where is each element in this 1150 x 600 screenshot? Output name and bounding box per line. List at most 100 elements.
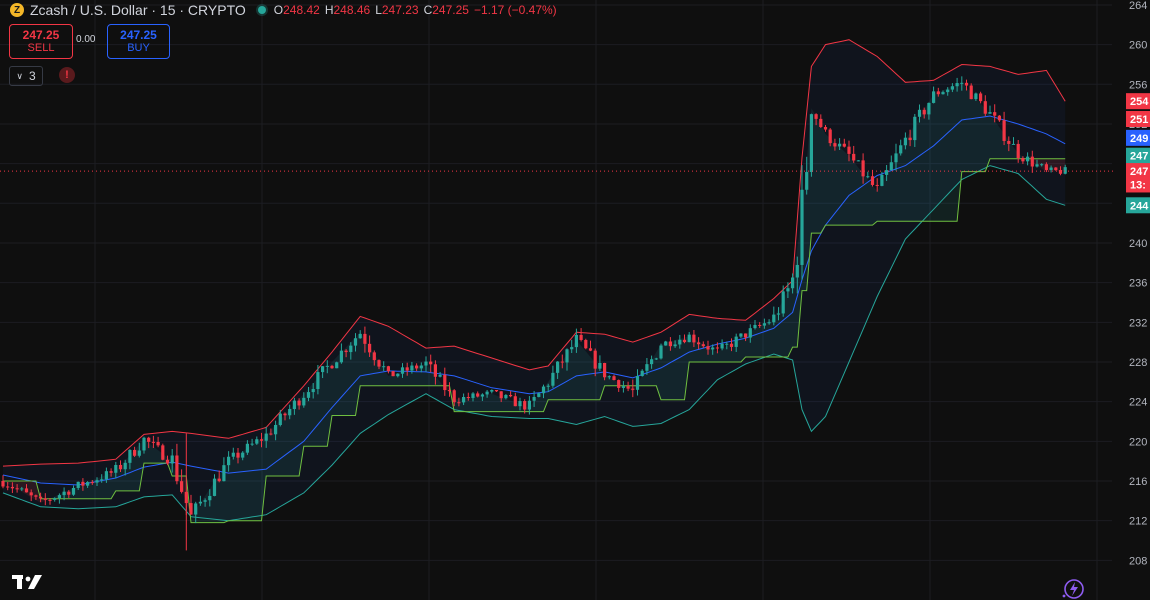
price-axis-tag-label: 249 [1130, 133, 1148, 145]
candle [76, 481, 80, 491]
candle [283, 412, 287, 421]
candle [565, 348, 569, 371]
buy-button[interactable]: 247.25 BUY [107, 24, 170, 59]
candle [645, 358, 649, 375]
candle [128, 449, 132, 470]
y-tick-label: 228 [1129, 357, 1147, 369]
candle [870, 169, 875, 187]
candle [1040, 163, 1044, 167]
candle [640, 369, 644, 377]
price-axis-tag-label: 13: [1130, 179, 1146, 191]
candle [551, 365, 555, 388]
sell-label: SELL [27, 41, 55, 54]
candle [682, 334, 687, 344]
indicators-toggle-button[interactable]: ∨ 3 [9, 66, 43, 86]
candle [86, 481, 90, 488]
candle [527, 396, 531, 415]
candle [744, 333, 748, 342]
candle [39, 492, 43, 503]
candle [57, 493, 61, 504]
ohlc-open: O248.42 [273, 3, 320, 17]
candle [330, 364, 334, 369]
candle [513, 392, 517, 407]
candle [927, 102, 931, 120]
spread-value: 0.00 [76, 34, 96, 45]
candle [410, 361, 414, 374]
candle [899, 139, 903, 156]
candle [292, 397, 296, 415]
candle [758, 322, 762, 328]
warning-icon[interactable]: ! [59, 67, 75, 83]
candle [386, 365, 390, 374]
ohlc-values: O248.42 H248.46 L247.23 C247.25 −1.17 (−… [274, 3, 557, 17]
y-tick-label: 264 [1129, 0, 1147, 12]
candle [725, 341, 729, 350]
candle [932, 86, 936, 104]
candle [1021, 156, 1025, 164]
candle [419, 362, 423, 373]
candle [574, 328, 578, 353]
candle [269, 428, 273, 436]
lower-band-line [2, 165, 1066, 522]
lightning-icon[interactable] [1061, 578, 1087, 600]
candle [339, 343, 343, 364]
candle [212, 474, 217, 497]
y-tick-label: 216 [1129, 476, 1147, 488]
candle [443, 367, 447, 396]
candle [697, 337, 701, 350]
candle [391, 371, 395, 377]
candle [974, 92, 978, 101]
candle [537, 392, 541, 398]
candle [922, 107, 926, 119]
candle [53, 497, 57, 502]
candle [805, 156, 809, 195]
candle [123, 459, 127, 476]
candle [593, 348, 597, 377]
ohlc-high: H248.46 [324, 3, 371, 17]
candle [447, 382, 452, 397]
candle [903, 132, 907, 150]
candle [90, 480, 94, 485]
y-tick-label: 232 [1129, 317, 1147, 329]
candle [598, 355, 602, 371]
candle [405, 362, 409, 376]
candle [396, 373, 400, 378]
candle [368, 335, 372, 357]
candle [499, 391, 503, 403]
candle [729, 338, 734, 352]
candle [979, 91, 983, 104]
candle [541, 384, 546, 399]
candle [306, 386, 311, 402]
candle [701, 341, 705, 348]
candle [960, 76, 964, 91]
candle [480, 393, 484, 401]
candle [48, 497, 52, 505]
candle [175, 443, 179, 485]
candle [133, 446, 137, 457]
candle [504, 394, 508, 400]
symbol-title[interactable]: Zcash / U.S. Dollar · 15 · CRYPTO [30, 2, 246, 18]
candle [297, 398, 301, 410]
candle [993, 104, 997, 123]
candle [706, 340, 710, 355]
candle [457, 397, 461, 407]
candle [955, 77, 959, 92]
candle [720, 339, 724, 351]
tradingview-logo-icon[interactable] [12, 574, 44, 590]
price-axis-tag-label: 247 [1130, 166, 1148, 178]
candle [71, 485, 76, 496]
live-status-icon [257, 6, 266, 14]
candle [438, 371, 442, 378]
candle [180, 469, 184, 494]
sell-button[interactable]: 247.25 SELL [9, 24, 73, 59]
candle [264, 426, 268, 448]
price-axis-tag: 249 [1126, 129, 1150, 146]
candle [222, 457, 226, 482]
candle [584, 338, 588, 350]
candle [353, 333, 358, 352]
candle [363, 326, 367, 353]
candle [236, 447, 240, 464]
candle [781, 285, 785, 317]
candle [819, 114, 823, 128]
